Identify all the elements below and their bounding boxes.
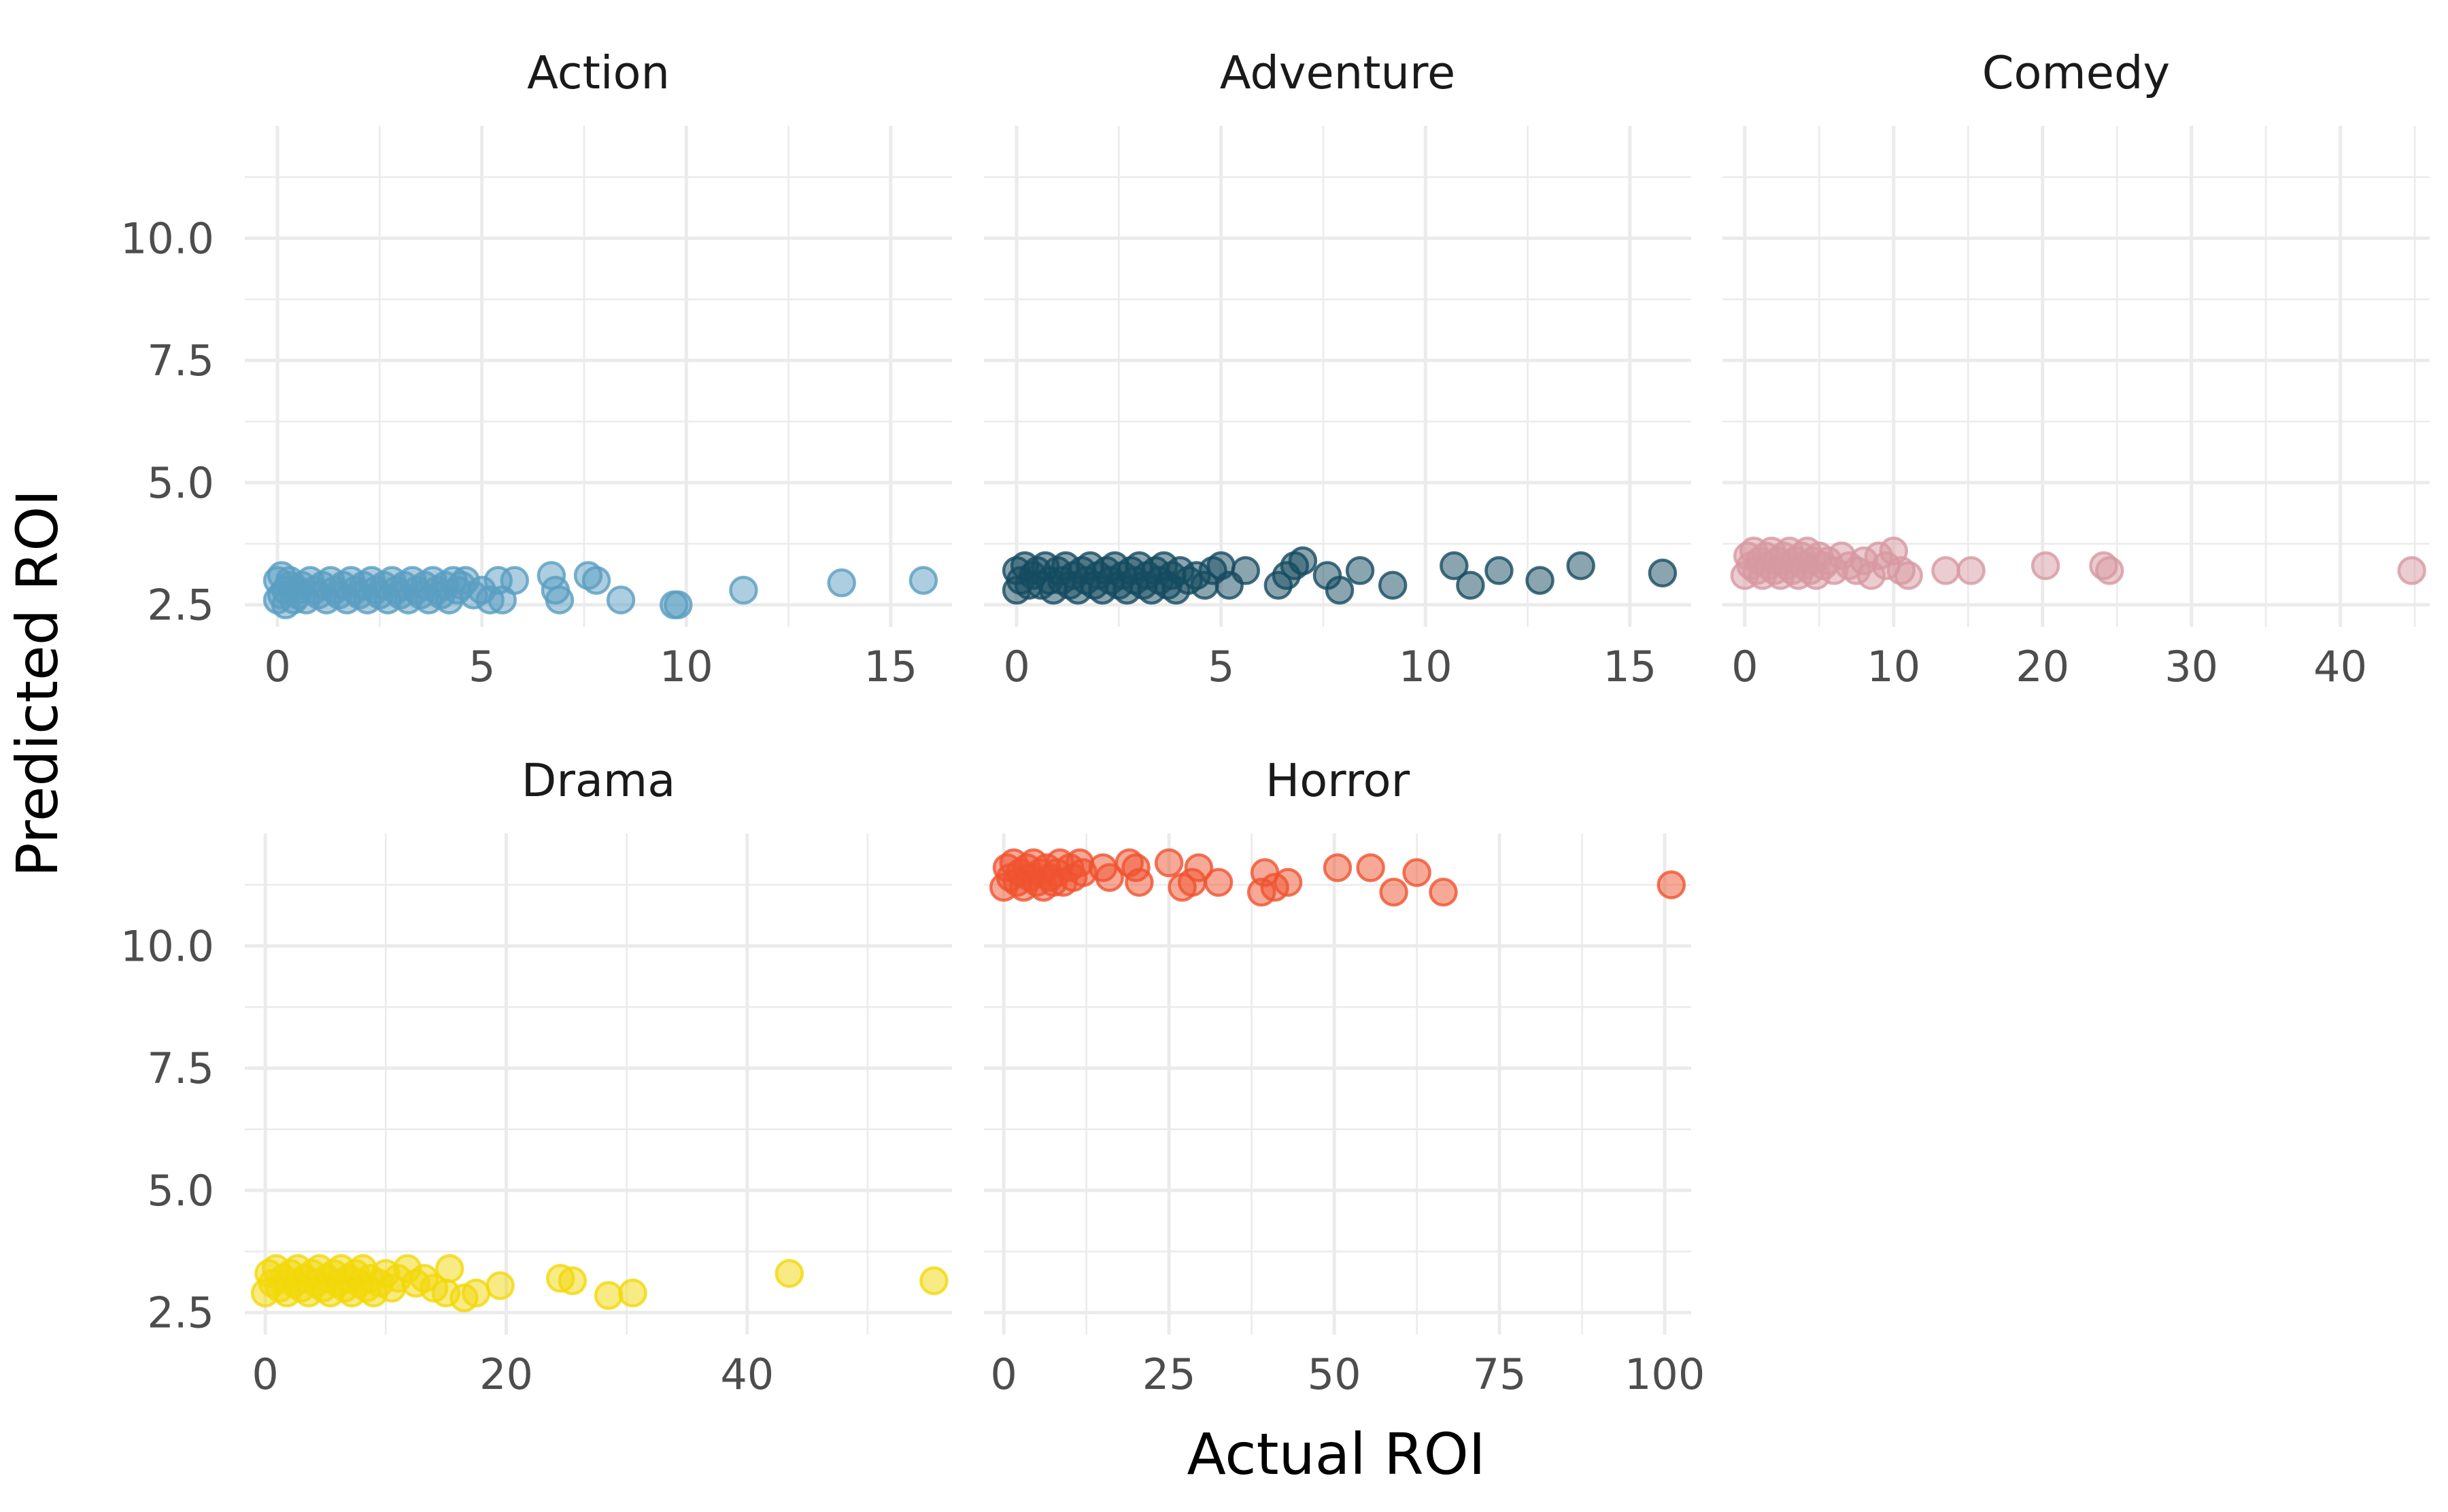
facet-comedy: Comedy 0 10 20 30 40 xyxy=(1722,46,2430,691)
panels-layer: Action 0 5 10 15 2.5 5.0 7.5 10.0 Adventure 0 5 10 15… xyxy=(120,46,2430,1399)
y-tick-label: 7.5 xyxy=(147,1044,214,1093)
facet-drama: Drama 0 20 40 2.5 5.0 7.5 10.0 xyxy=(120,754,952,1399)
data-point xyxy=(1288,546,1318,576)
data-point xyxy=(1378,570,1408,600)
x-tick-label: 25 xyxy=(1142,1350,1196,1399)
x-tick-label: 40 xyxy=(720,1350,774,1399)
data-point xyxy=(919,1266,949,1296)
data-point xyxy=(461,1278,491,1308)
data-point xyxy=(2095,556,2124,585)
y-tick-label: 2.5 xyxy=(147,1288,214,1338)
x-tick-label: 100 xyxy=(1625,1350,1705,1399)
data-point xyxy=(2030,551,2060,581)
x-tick-label: 0 xyxy=(990,1350,1017,1399)
data-point xyxy=(1894,561,1923,590)
data-point xyxy=(558,1266,588,1296)
data-point xyxy=(1656,870,1686,899)
data-point xyxy=(1648,558,1678,588)
x-tick-label: 40 xyxy=(2313,642,2367,691)
x-tick-label: 10 xyxy=(660,642,713,691)
y-tick-label: 2.5 xyxy=(147,581,214,630)
data-point xyxy=(827,568,856,598)
data-point xyxy=(1231,556,1260,585)
data-point xyxy=(486,1271,515,1301)
x-tick-label: 0 xyxy=(264,642,290,691)
data-point xyxy=(1456,570,1485,600)
facet-title: Adventure xyxy=(1220,46,1456,99)
x-tick-label: 5 xyxy=(469,642,495,691)
facet-title: Action xyxy=(527,46,670,99)
x-tick-label: 15 xyxy=(864,642,917,691)
x-tick-label: 0 xyxy=(1731,642,1758,691)
data-point xyxy=(606,585,636,615)
x-tick-label: 75 xyxy=(1473,1350,1527,1399)
facet-action: Action 0 5 10 15 2.5 5.0 7.5 10.0 xyxy=(120,46,952,691)
y-tick-label: 5.0 xyxy=(147,1166,214,1216)
y-axis-title: Predicted ROI xyxy=(4,489,71,877)
data-point xyxy=(1402,858,1431,887)
data-point xyxy=(435,1254,464,1284)
data-point xyxy=(581,566,611,595)
data-point xyxy=(1379,878,1408,907)
data-point xyxy=(594,1281,624,1310)
data-point xyxy=(1204,867,1234,897)
data-point xyxy=(618,1278,647,1308)
x-axis-title: Actual ROI xyxy=(1187,1421,1485,1488)
y-tick-label: 10.0 xyxy=(120,213,214,263)
y-tick-label: 5.0 xyxy=(147,458,214,508)
data-point xyxy=(1356,853,1385,882)
facet-horror: Horror 0 25 50 75 100 xyxy=(984,754,1705,1399)
data-point xyxy=(1154,848,1184,878)
x-tick-label: 10 xyxy=(1399,642,1452,691)
facet-title: Drama xyxy=(522,754,676,807)
facet-title: Horror xyxy=(1265,754,1410,807)
data-point xyxy=(1325,575,1355,605)
data-point xyxy=(1484,556,1514,585)
data-point xyxy=(1125,867,1154,897)
data-point xyxy=(775,1258,804,1288)
x-tick-label: 10 xyxy=(1867,642,1920,691)
data-point xyxy=(2397,556,2426,585)
data-point xyxy=(1440,551,1469,581)
data-point xyxy=(908,566,938,595)
x-tick-label: 20 xyxy=(479,1350,533,1399)
data-point xyxy=(545,585,575,615)
y-tick-label: 10.0 xyxy=(120,921,214,971)
x-tick-label: 5 xyxy=(1208,642,1234,691)
x-tick-label: 15 xyxy=(1603,642,1656,691)
x-tick-label: 0 xyxy=(252,1350,278,1399)
data-point xyxy=(1525,566,1554,595)
data-point xyxy=(663,590,693,619)
y-tick-label: 7.5 xyxy=(147,336,214,385)
data-point xyxy=(1273,867,1303,897)
x-tick-label: 30 xyxy=(2164,642,2218,691)
data-point xyxy=(1429,878,1458,907)
facet-title: Comedy xyxy=(1982,46,2170,99)
data-point xyxy=(1345,556,1375,585)
data-point xyxy=(1956,556,1986,585)
data-point xyxy=(1931,556,1960,585)
data-point xyxy=(1184,853,1214,882)
data-point xyxy=(1566,551,1595,581)
data-point xyxy=(500,566,530,595)
x-tick-label: 20 xyxy=(2016,642,2069,691)
data-point xyxy=(1323,853,1353,882)
x-tick-label: 50 xyxy=(1308,1350,1361,1399)
facet-adventure: Adventure 0 5 10 15 xyxy=(984,46,1691,691)
data-point xyxy=(1095,863,1124,892)
x-tick-label: 0 xyxy=(1003,642,1030,691)
data-point xyxy=(729,575,758,605)
